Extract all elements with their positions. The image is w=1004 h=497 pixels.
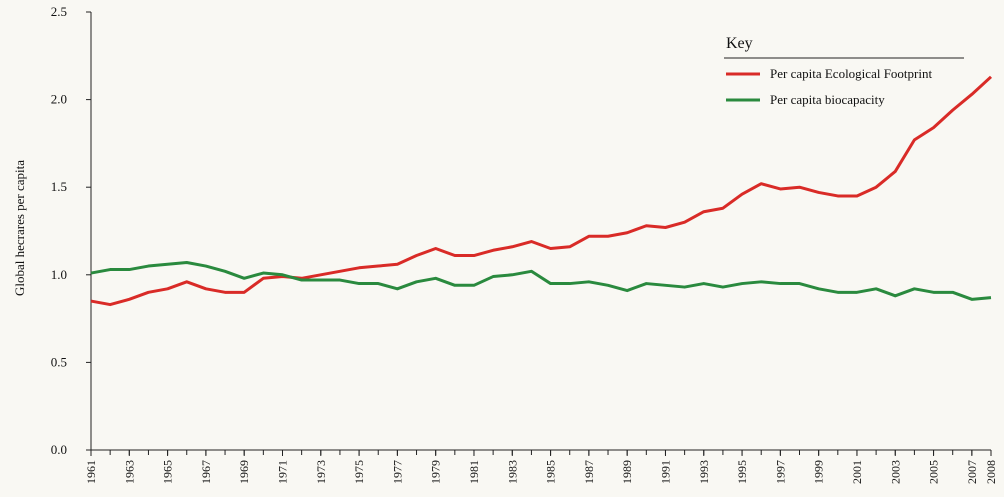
x-tick-label: 1963	[122, 460, 136, 484]
y-tick-label: 2.0	[51, 92, 67, 107]
x-tick-label: 1997	[773, 460, 787, 484]
x-tick-label: 1981	[467, 460, 481, 484]
legend-label: Per capita Ecological Footprint	[770, 66, 932, 81]
x-tick-label: 1989	[620, 460, 634, 484]
y-tick-label: 1.5	[51, 179, 67, 194]
x-tick-label: 2008	[984, 460, 998, 484]
y-tick-label: 0.5	[51, 354, 67, 369]
y-tick-label: 2.5	[51, 4, 67, 19]
series-line	[90, 261, 992, 301]
x-tick-label: 1987	[582, 460, 596, 484]
x-tick-label: 1985	[544, 460, 558, 484]
y-axis-label: Global hecrares per capita	[12, 160, 27, 296]
y-tick-label: 0.0	[51, 442, 67, 457]
x-tick-label: 2003	[888, 460, 902, 484]
x-tick-label: 2005	[927, 460, 941, 484]
x-tick-label: 1975	[352, 460, 366, 484]
series-line	[90, 75, 993, 307]
y-tick-label: 1.0	[51, 267, 67, 282]
x-tick-label: 1977	[390, 460, 404, 484]
x-tick-label: 1969	[237, 460, 251, 484]
x-tick-label: 1993	[697, 460, 711, 484]
legend-label: Per capita biocapacity	[770, 92, 885, 107]
x-tick-label: 1999	[812, 460, 826, 484]
x-tick-label: 2007	[965, 460, 979, 484]
x-tick-label: 1965	[161, 460, 175, 484]
x-tick-label: 2001	[850, 460, 864, 484]
legend-title: Key	[726, 35, 753, 52]
x-tick-label: 1973	[314, 460, 328, 484]
x-tick-label: 1979	[429, 460, 443, 484]
x-tick-label: 1991	[658, 460, 672, 484]
x-tick-label: 1995	[735, 460, 749, 484]
x-tick-label: 1967	[199, 460, 213, 484]
x-tick-label: 1983	[505, 460, 519, 484]
x-tick-label: 1961	[84, 460, 98, 484]
x-tick-label: 1971	[275, 460, 289, 484]
